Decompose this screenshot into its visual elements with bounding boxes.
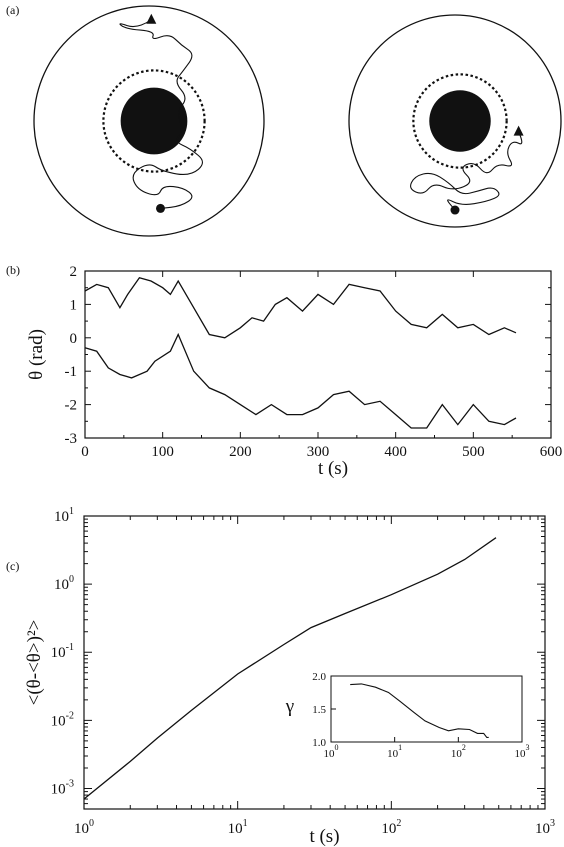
inset-x-tick-label: 103 [515, 743, 530, 760]
y-tick-label: 10-3 [51, 778, 74, 797]
inset-x-tick-label: 100 [324, 743, 339, 760]
inset-chart: 100 101 102 103 1.0 1.5 2.0 γ [285, 671, 530, 760]
y-axis-label: θ (rad) [26, 329, 47, 380]
plot-frame [83, 515, 546, 810]
x-tick-label: 103 [535, 818, 555, 837]
y-axis-label: <(θ-<θ>)²> [24, 620, 45, 706]
panel-c: (c) 100 101 102 103 10-3 10-2 10-1 100 101 t (s) <… [6, 506, 555, 847]
cell-outer-circle [348, 14, 562, 228]
cell-right [348, 14, 562, 228]
y-tick-label: 100 [54, 574, 74, 593]
y-tick-label: -3 [65, 431, 78, 447]
inset-series-line [350, 683, 489, 738]
x-axis-label: t (s) [309, 826, 339, 847]
panel-c-label: (c) [6, 559, 19, 573]
y-tick-label: 2 [70, 264, 78, 280]
trajectory-track [410, 131, 523, 211]
y-tick-label: 10-2 [51, 710, 74, 729]
x-tick-label: 102 [381, 818, 401, 837]
inset-y-tick-label: 1.0 [312, 737, 326, 749]
series-line-2 [84, 332, 517, 429]
inset-y-axis-label: γ [285, 696, 294, 717]
x-tick-label: 100 [151, 444, 174, 460]
cell-left [33, 5, 265, 237]
panel-a: (a) [6, 3, 562, 237]
inset-x-tick-label: 101 [387, 743, 402, 760]
start-triangle [513, 125, 524, 136]
x-tick-label: 600 [540, 444, 563, 460]
end-dot [450, 205, 460, 215]
inset-y-tick-label: 2.0 [312, 671, 326, 683]
cell-core-disk [120, 87, 188, 155]
x-tick-label: 200 [229, 444, 252, 460]
x-tick-label: 0 [81, 444, 89, 460]
x-tick-label: 101 [228, 818, 248, 837]
x-tick-label: 400 [384, 444, 407, 460]
panel-b-label: (b) [6, 263, 20, 277]
x-axis-label: t (s) [318, 458, 348, 479]
inset-frame [330, 675, 523, 743]
msd-series-line [83, 537, 497, 800]
trajectory-track [119, 19, 203, 209]
inset-x-tick-label: 102 [451, 743, 466, 760]
cell-dashed-circle [412, 73, 508, 169]
panel-b: (b) 0 100 200 300 400 500 600 -3 -2 -1 0 1 2 t (s) θ (… [6, 263, 562, 479]
y-tick-label: -2 [65, 398, 78, 414]
x-tick-label: 500 [462, 444, 485, 460]
cell-dashed-circle [102, 69, 206, 173]
x-tick-label: 100 [74, 818, 94, 837]
cell-core-disk [429, 90, 491, 152]
y-tick-label: 101 [54, 506, 74, 525]
x-tick-label: 300 [307, 444, 330, 460]
series-line-1 [84, 276, 517, 339]
panel-a-label: (a) [6, 3, 19, 17]
y-tick-label: 10-1 [51, 642, 74, 661]
end-dot [156, 203, 165, 213]
y-tick-label: -1 [65, 364, 78, 380]
cell-outer-circle [33, 5, 265, 237]
y-tick-label: 1 [70, 297, 78, 313]
y-tick-label: 0 [70, 331, 78, 347]
inset-y-tick-label: 1.5 [312, 704, 326, 716]
start-triangle [146, 13, 157, 24]
